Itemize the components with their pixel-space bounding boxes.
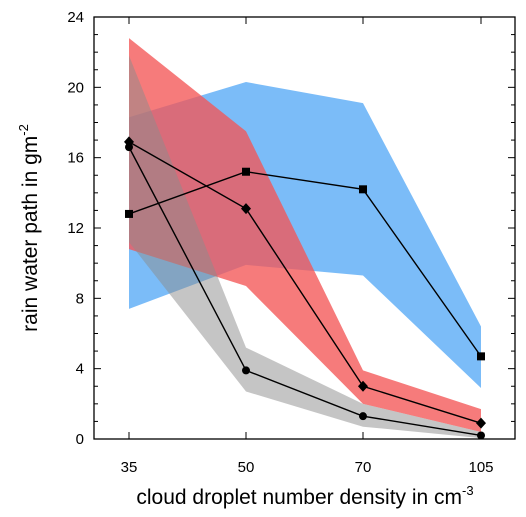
y-tick-label: 20 <box>67 79 84 96</box>
point-square <box>359 185 367 194</box>
point-diamond <box>241 203 251 215</box>
y-tick-label: 0 <box>76 431 84 448</box>
point-circle <box>242 366 250 375</box>
y-tick-label: 16 <box>67 150 84 167</box>
point-square <box>477 352 485 361</box>
point-circle <box>359 412 367 421</box>
y-axis-label: rain water path in gm-2 <box>16 124 42 332</box>
series-lines <box>128 141 482 437</box>
x-tick-label: 105 <box>468 459 493 476</box>
series-line-circle <box>128 146 482 437</box>
y-tick-label: 4 <box>76 361 84 378</box>
point-square <box>125 209 133 218</box>
y-tick-label: 8 <box>76 290 84 307</box>
y-tick-label: 12 <box>67 220 84 237</box>
series-line-diamond <box>128 141 482 424</box>
point-diamond <box>476 417 486 429</box>
x-tick-label: 35 <box>121 459 138 476</box>
point-circle <box>125 143 133 152</box>
band-red <box>129 38 481 432</box>
x-axis-label: cloud droplet number density in cm-3 <box>136 483 473 509</box>
x-tick-label: 70 <box>355 459 372 476</box>
axis-ticks <box>94 16 515 440</box>
band-gray <box>129 55 481 439</box>
uncertainty-bands <box>129 38 481 439</box>
x-tick-label: 50 <box>238 459 255 476</box>
series-line-square <box>128 171 482 357</box>
tick-labels: 0 4 8 12 16 20 24 35 50 70 105 <box>67 9 493 476</box>
y-tick-label: 24 <box>67 9 84 26</box>
point-square <box>242 167 250 176</box>
point-diamond <box>358 380 368 392</box>
